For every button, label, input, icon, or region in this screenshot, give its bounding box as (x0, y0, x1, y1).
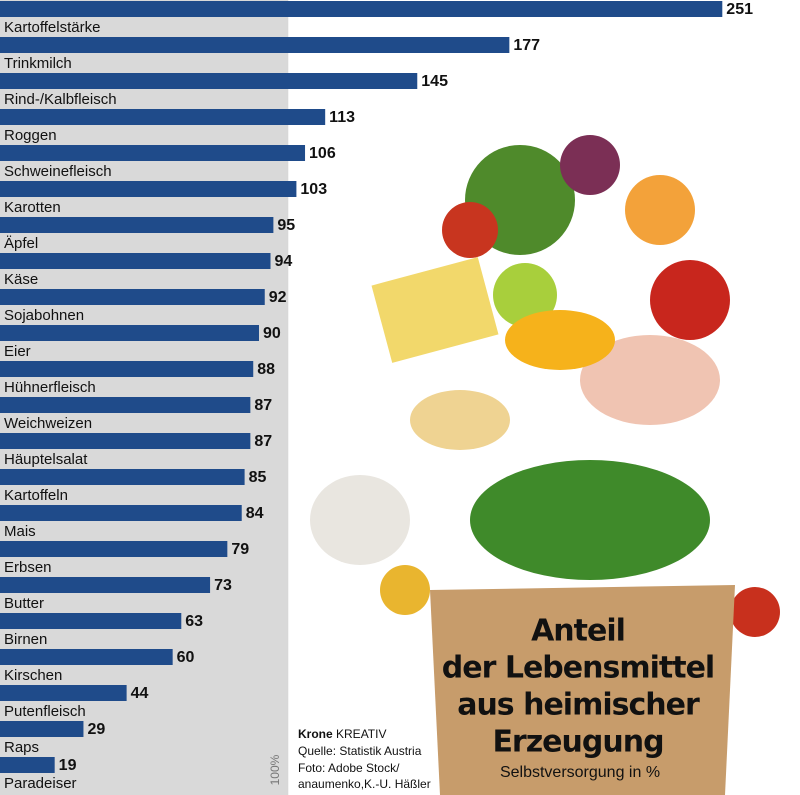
subtitle: Selbstversorgung in % (500, 764, 660, 781)
category-label: Trinkmilch (4, 55, 72, 72)
bar (0, 397, 251, 413)
bar (0, 757, 55, 773)
value-label: 19 (59, 757, 77, 774)
category-label: Karotten (4, 199, 61, 216)
title-block: Anteil der Lebensmittel aus heimischer E… (442, 614, 715, 782)
bar (0, 361, 254, 377)
value-label: 44 (131, 685, 149, 702)
bar (0, 145, 306, 161)
bar (0, 613, 182, 629)
value-label: 106 (309, 145, 336, 162)
value-label: 87 (254, 397, 272, 414)
category-label: Kartoffelstärke (4, 19, 100, 36)
value-label: 113 (329, 109, 355, 126)
value-label: 92 (269, 289, 287, 306)
bar (0, 109, 326, 125)
credits: Krone KREATIV Quelle: Statistik Austria … (298, 727, 431, 791)
category-label: Schweinefleisch (4, 163, 112, 180)
value-label: 73 (214, 577, 232, 594)
credit-photo: anaumenko,K.-U. Häßler (298, 777, 431, 791)
category-label: Mais (4, 523, 36, 540)
value-label: 79 (231, 541, 249, 558)
category-label: Raps (4, 739, 39, 756)
bar (0, 721, 84, 737)
value-label: 87 (254, 433, 272, 450)
category-label: Kirschen (4, 667, 62, 684)
value-label: 90 (263, 325, 281, 342)
value-label: 60 (177, 649, 195, 666)
value-label: 103 (300, 181, 327, 198)
title-line: aus heimischer (457, 688, 700, 723)
bar (0, 181, 297, 197)
category-label: Eier (4, 343, 31, 360)
bar (0, 505, 242, 521)
category-label: Roggen (4, 127, 57, 144)
category-label: Weichweizen (4, 415, 92, 432)
bar (0, 73, 418, 89)
category-label: Rind-/Kalbfleisch (4, 91, 117, 108)
category-label: Häuptelsalat (4, 451, 88, 468)
category-label: Sojabohnen (4, 307, 84, 324)
credit-photo: Foto: Adobe Stock/ (298, 761, 400, 775)
category-label: Birnen (4, 631, 47, 648)
value-label: 29 (87, 721, 105, 738)
bar (0, 433, 251, 449)
bar (0, 577, 211, 593)
bar (0, 1, 723, 17)
category-label: Paradeiser (4, 775, 77, 792)
value-label: 95 (277, 217, 295, 234)
category-label: Putenfleisch (4, 703, 86, 720)
category-label: Kartoffeln (4, 487, 68, 504)
value-label: 88 (257, 361, 275, 378)
title-line: der Lebensmittel (442, 651, 714, 686)
bar (0, 541, 228, 557)
category-label: Äpfel (4, 235, 38, 252)
brand-suffix: KREATIV (336, 727, 386, 741)
title-line: Anteil (531, 614, 625, 649)
x-tick-label: 100% (268, 754, 282, 785)
photo-illustration (310, 135, 780, 795)
category-label: Erbsen (4, 559, 52, 576)
value-label: 177 (513, 37, 540, 54)
bar (0, 469, 245, 485)
credit-source: Quelle: Statistik Austria (298, 744, 422, 758)
value-label: 145 (421, 73, 448, 90)
bar (0, 37, 510, 53)
category-label: Butter (4, 595, 44, 612)
bar (0, 253, 271, 269)
category-label: Hühnerfleisch (4, 379, 96, 396)
credit-brand: Krone KREATIV (298, 727, 386, 741)
bar (0, 289, 265, 305)
value-label: 251 (726, 1, 753, 18)
value-label: 63 (185, 613, 203, 630)
title-line: Erzeugung (492, 725, 663, 760)
value-label: 94 (275, 253, 293, 270)
brand: Krone (298, 727, 333, 741)
value-label: 84 (246, 505, 264, 522)
bar (0, 217, 274, 233)
category-label: Käse (4, 271, 38, 288)
bar (0, 685, 127, 701)
value-label: 85 (249, 469, 267, 486)
bar (0, 325, 259, 341)
bar (0, 649, 173, 665)
